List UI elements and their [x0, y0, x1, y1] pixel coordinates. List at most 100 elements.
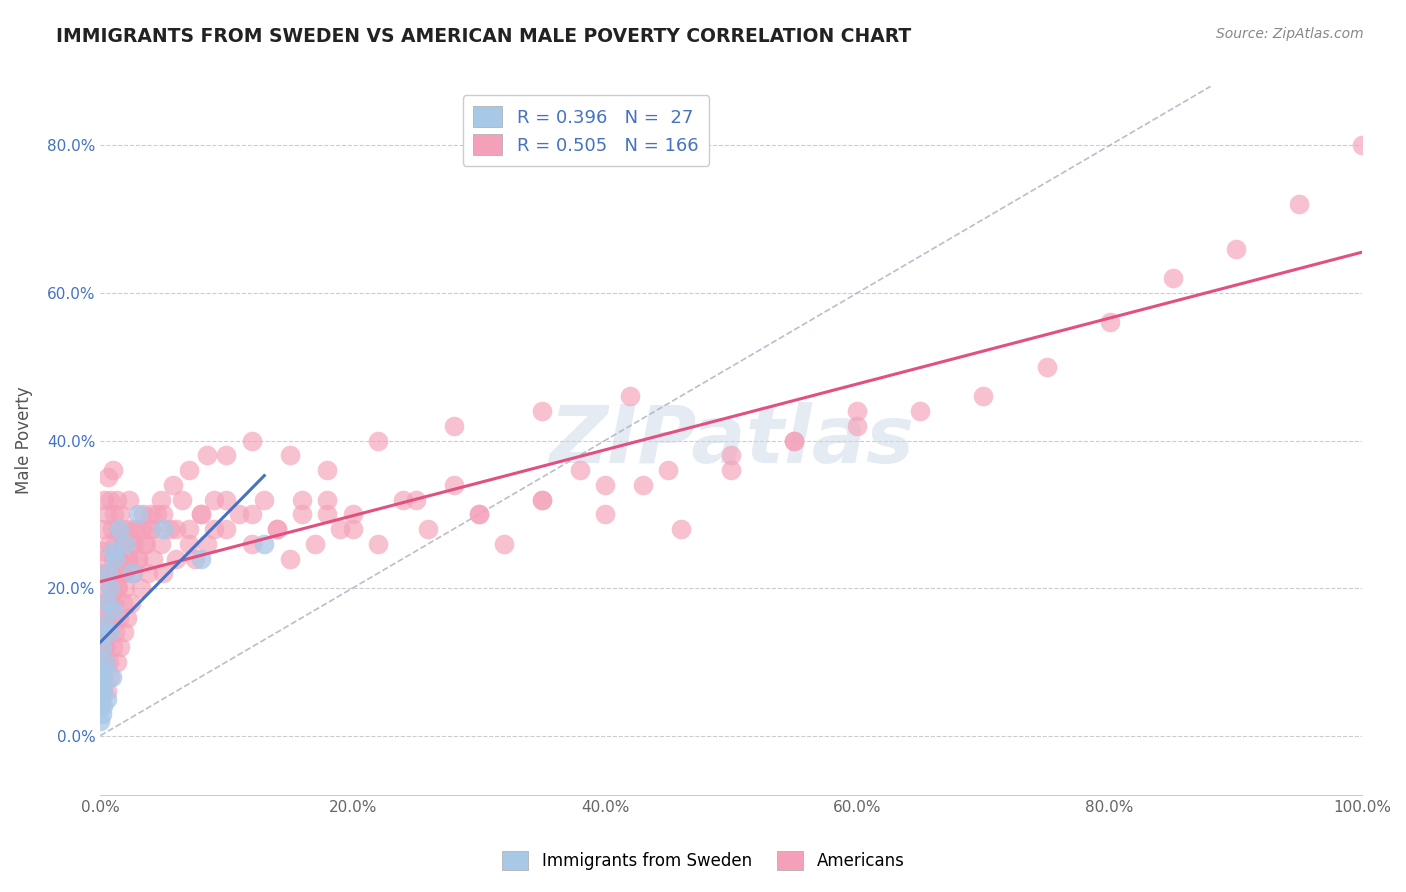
Americans [127, 551, 149, 566]
Americans [418, 522, 440, 536]
Americans [96, 508, 118, 522]
Immigrants from Sweden [90, 706, 112, 721]
Americans [98, 537, 121, 551]
Y-axis label: Male Poverty: Male Poverty [15, 387, 32, 494]
Americans [108, 610, 131, 624]
Americans [316, 508, 339, 522]
Americans [93, 655, 115, 669]
Americans [405, 492, 427, 507]
Americans [98, 670, 121, 684]
Americans [103, 596, 125, 610]
Americans [184, 551, 207, 566]
Americans [367, 537, 389, 551]
Americans [657, 463, 679, 477]
Americans [162, 477, 184, 491]
Americans [111, 537, 134, 551]
Americans [101, 463, 124, 477]
Americans [568, 463, 591, 477]
Americans [165, 522, 187, 536]
Americans [104, 625, 127, 640]
Immigrants from Sweden [89, 691, 111, 706]
Americans [122, 566, 145, 581]
Americans [97, 470, 120, 484]
Americans [104, 566, 127, 581]
Americans [291, 508, 314, 522]
Americans [278, 448, 301, 462]
Americans [89, 670, 111, 684]
Americans [972, 389, 994, 403]
Americans [215, 448, 238, 462]
Americans [121, 537, 143, 551]
Americans [90, 625, 112, 640]
Legend: R = 0.396   N =  27, R = 0.505   N = 166: R = 0.396 N = 27, R = 0.505 N = 166 [463, 95, 709, 166]
Americans [228, 508, 250, 522]
Americans [619, 389, 641, 403]
Immigrants from Sweden [89, 670, 111, 684]
Americans [593, 477, 616, 491]
Americans [720, 463, 742, 477]
Americans [1161, 271, 1184, 285]
Immigrants from Sweden [100, 670, 122, 684]
Americans [94, 655, 117, 669]
Immigrants from Sweden [89, 714, 111, 728]
Americans [240, 508, 263, 522]
Immigrants from Sweden [90, 684, 112, 698]
Americans [131, 522, 153, 536]
Americans [97, 566, 120, 581]
Americans [101, 640, 124, 654]
Americans [94, 640, 117, 654]
Americans [443, 418, 465, 433]
Americans [202, 522, 225, 536]
Americans [202, 492, 225, 507]
Americans [94, 640, 117, 654]
Americans [177, 463, 200, 477]
Americans [172, 492, 194, 507]
Americans [110, 640, 132, 654]
Americans [316, 463, 339, 477]
Americans [121, 522, 143, 536]
Americans [132, 508, 155, 522]
Americans [107, 522, 129, 536]
Americans [136, 566, 159, 581]
Americans [89, 691, 111, 706]
Americans [111, 537, 134, 551]
Americans [846, 404, 869, 418]
Immigrants from Sweden [93, 677, 115, 691]
Americans [278, 551, 301, 566]
Americans [105, 492, 128, 507]
Americans [152, 566, 174, 581]
Americans [342, 522, 364, 536]
Americans [97, 625, 120, 640]
Americans [108, 551, 131, 566]
Americans [94, 551, 117, 566]
Americans [115, 610, 138, 624]
Americans [111, 596, 134, 610]
Americans [100, 522, 122, 536]
Americans [96, 625, 118, 640]
Text: Source: ZipAtlas.com: Source: ZipAtlas.com [1216, 27, 1364, 41]
Americans [1351, 138, 1374, 153]
Immigrants from Sweden [114, 537, 136, 551]
Americans [669, 522, 692, 536]
Americans [152, 508, 174, 522]
Americans [90, 596, 112, 610]
Americans [1288, 197, 1310, 211]
Americans [91, 581, 114, 595]
Americans [111, 566, 134, 581]
Americans [117, 551, 139, 566]
Americans [165, 551, 187, 566]
Americans [93, 610, 115, 624]
Americans [177, 522, 200, 536]
Americans [190, 508, 212, 522]
Americans [139, 508, 162, 522]
Americans [112, 625, 135, 640]
Americans [104, 537, 127, 551]
Americans [105, 655, 128, 669]
Americans [1035, 359, 1057, 374]
Americans [530, 492, 553, 507]
Americans [98, 581, 121, 595]
Americans [97, 610, 120, 624]
Americans [117, 551, 139, 566]
Americans [631, 477, 654, 491]
Americans [135, 537, 157, 551]
